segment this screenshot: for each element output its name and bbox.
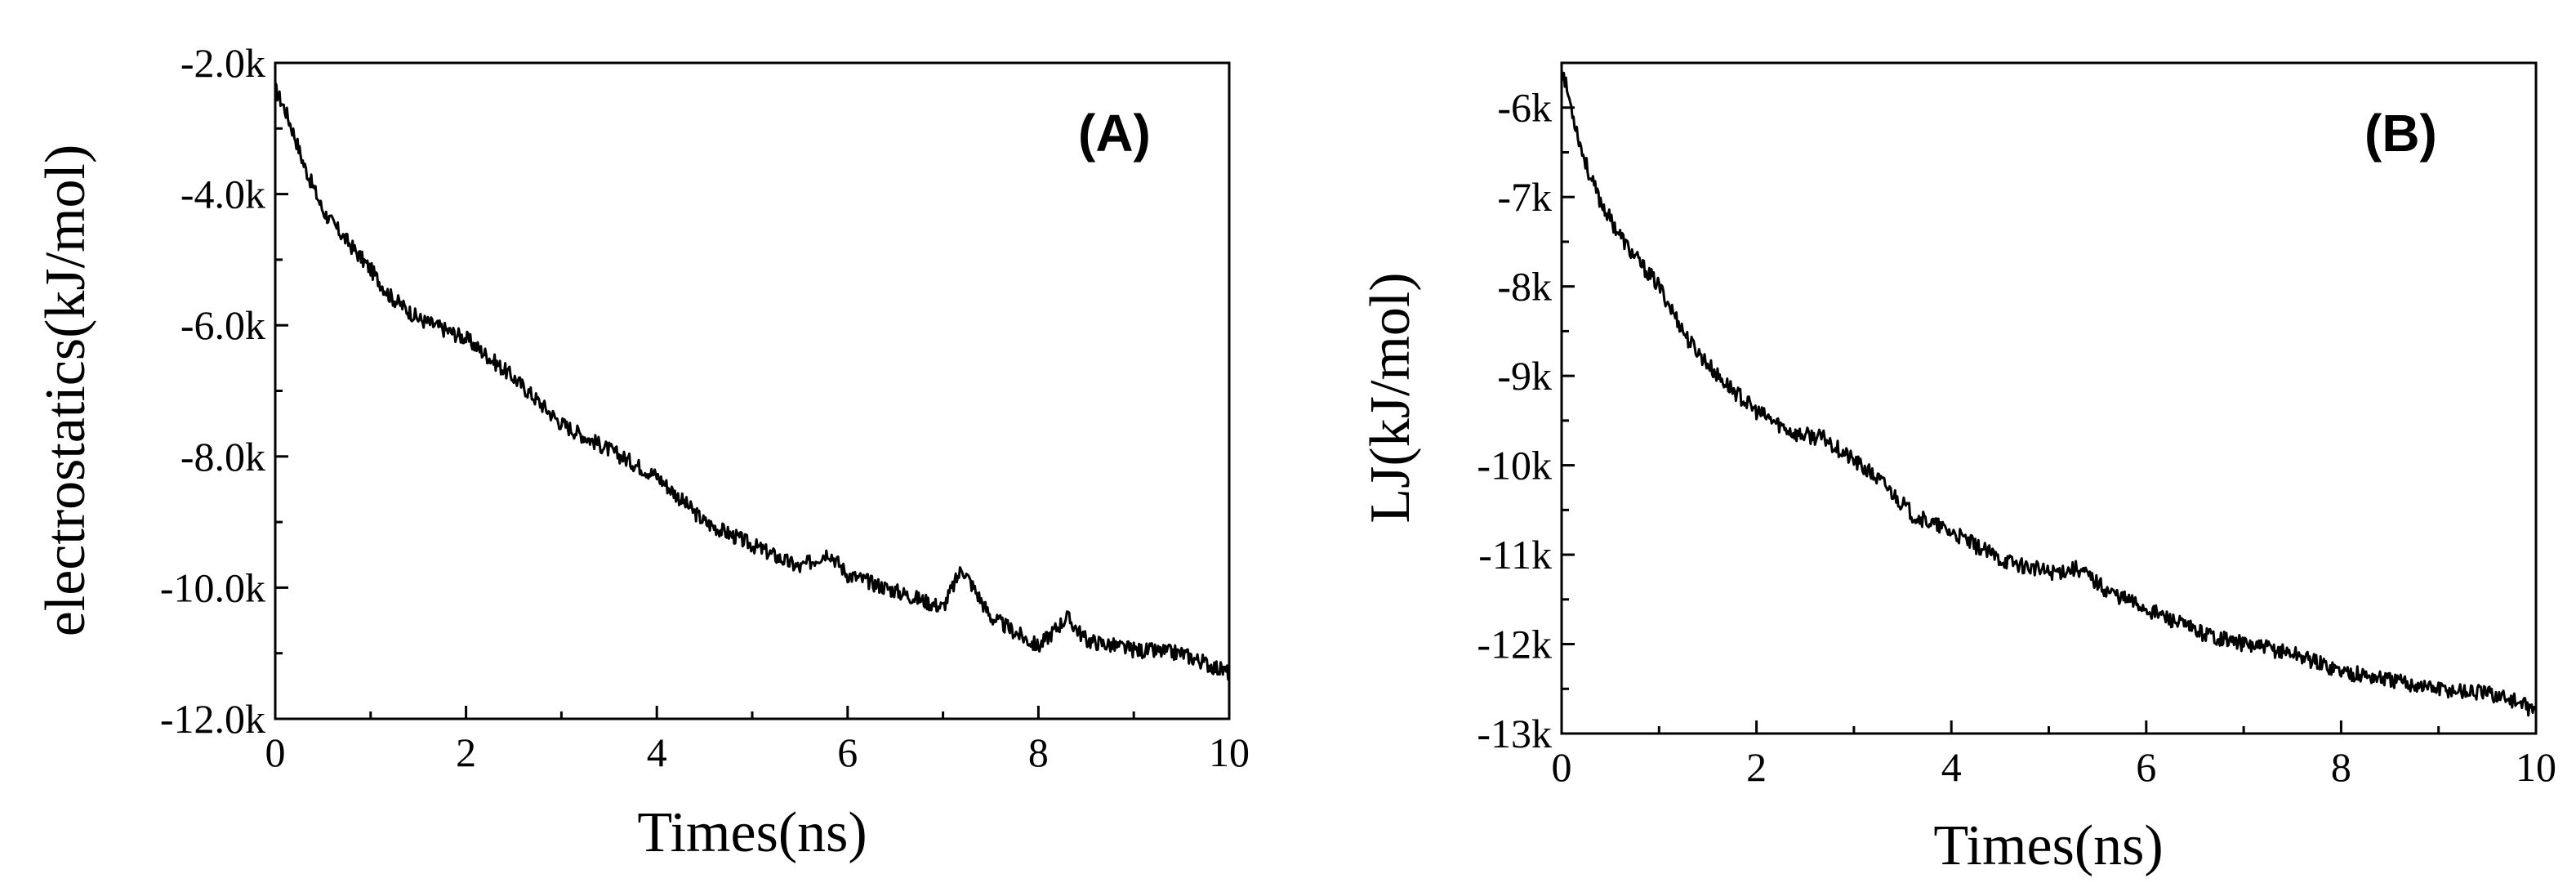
panel-b-plot-frame — [1560, 61, 2538, 735]
panel-a-ticks — [274, 61, 1231, 720]
panel-b-y-tick-labels: -13k -12k -11k -10k -9k -8k -7k -6k — [1477, 85, 1552, 756]
panel-b-series-line — [1560, 69, 2538, 717]
panel-a-x-tick-labels: 0 2 4 6 8 10 — [265, 729, 1250, 775]
panel-b-x-tick-labels: 0 2 4 6 8 10 — [1552, 744, 2557, 790]
x-tick-label: 0 — [1552, 744, 1572, 790]
panel-a-label: (A) — [1078, 104, 1151, 163]
x-tick-label: 6 — [2136, 744, 2156, 790]
y-tick-label: -10.0k — [160, 564, 265, 610]
x-tick-label: 10 — [2516, 744, 2556, 790]
panel-a-y-tick-labels: -12.0k -10.0k -8.0k -6.0k -4.0k -2.0k — [160, 40, 265, 742]
y-tick-label: -7k — [1497, 174, 1552, 220]
y-tick-label: -6.0k — [180, 302, 265, 348]
x-tick-label: 6 — [837, 729, 858, 775]
y-tick-label: -8.0k — [180, 434, 265, 479]
y-tick-label: -12.0k — [160, 696, 265, 742]
panel-a-chart: 0 2 4 6 8 10 -12.0k -10.0k -8.0k -6.0k -4.0k -2.0k… — [34, 40, 1250, 864]
y-tick-label: -12k — [1477, 622, 1552, 667]
x-tick-label: 2 — [456, 729, 476, 775]
x-tick-label: 8 — [1028, 729, 1049, 775]
panel-b-chart: 0 2 4 6 8 10 -13k -12k -11k -10k -9k -8k -7k -6k (B)… — [1359, 61, 2557, 877]
x-tick-label: 4 — [647, 729, 667, 775]
panel-b-ticks — [1560, 106, 2538, 735]
x-tick-label: 0 — [265, 729, 286, 775]
panel-a-x-axis-title: Times(ns) — [637, 801, 867, 864]
y-tick-label: -4.0k — [180, 172, 265, 217]
y-tick-label: -11k — [1478, 532, 1552, 578]
x-tick-label: 10 — [1209, 729, 1250, 775]
x-tick-label: 8 — [2331, 744, 2351, 790]
panel-a-y-axis-title: electrostatics(kJ/mol) — [34, 145, 97, 637]
panel-a-series-line — [274, 82, 1231, 681]
y-tick-label: -6k — [1497, 85, 1552, 131]
x-tick-label: 4 — [1941, 744, 1962, 790]
y-tick-label: -10k — [1477, 443, 1552, 488]
panel-b-x-axis-title: Times(ns) — [1933, 814, 2163, 877]
y-tick-label: -2.0k — [180, 40, 265, 86]
y-tick-label: -13k — [1477, 711, 1552, 756]
panel-b-y-axis-title: LJ(kJ/mol) — [1359, 272, 1422, 523]
panel-b-label: (B) — [2364, 104, 2437, 163]
x-tick-label: 2 — [1746, 744, 1767, 790]
y-tick-label: -8k — [1497, 264, 1552, 310]
y-tick-label: -9k — [1497, 353, 1552, 399]
